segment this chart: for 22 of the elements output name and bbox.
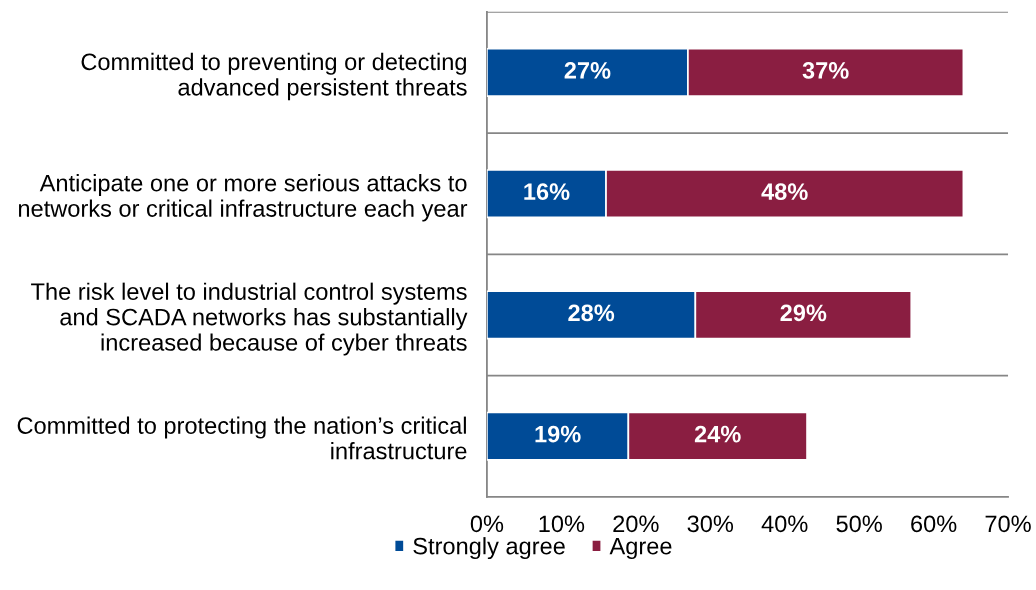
data-label: 27% (564, 62, 611, 79)
data-label: 37% (802, 62, 849, 79)
legend-label: Strongly agree (413, 537, 565, 560)
x-tick-label: 20% (613, 515, 659, 533)
data-label: 24% (694, 425, 741, 443)
x-tick-label: 60% (911, 515, 957, 533)
y-tick-label: Committed to protecting the nation’s critical infrastructure (17, 416, 467, 460)
y-tick-label: Committed to preventing or detecting advanced persistent threats (81, 52, 467, 101)
x-tick-label: 40% (761, 515, 808, 533)
x-tick-label: 30% (687, 515, 734, 533)
x-tick-label: 0% (470, 515, 504, 533)
legend-label: Agree (609, 537, 672, 560)
data-label: 19% (535, 425, 581, 443)
y-tick-label: Anticipate one or more serious attacks to networks or critical infrastructure each year (18, 174, 468, 222)
data-label: 28% (568, 304, 615, 322)
x-tick-label: 70% (985, 515, 1031, 533)
data-label: 16% (524, 183, 570, 201)
x-tick-label: 50% (836, 515, 882, 533)
y-tick-label: The risk level to industrial control systems and SCADA networks has substantially increased because of cyber threats (31, 282, 468, 356)
data-label: 48% (761, 183, 808, 201)
x-tick-label: 10% (539, 515, 585, 533)
data-label: 29% (780, 304, 827, 322)
